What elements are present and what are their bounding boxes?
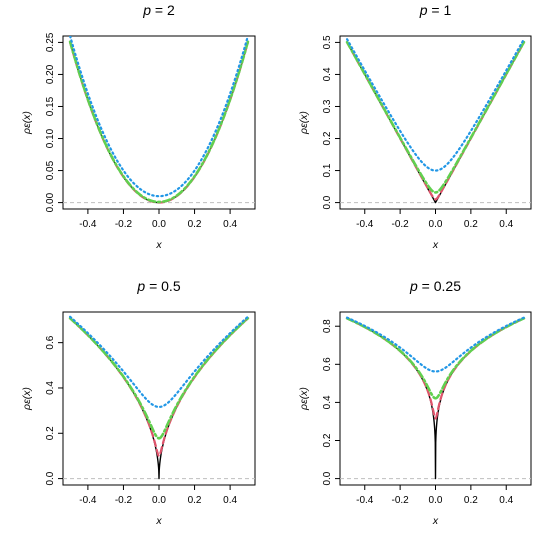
x-tick-label: 0.2 [464, 219, 478, 230]
chart-title-variable: p [136, 278, 145, 294]
y-tick-label: 0.3 [322, 99, 333, 113]
x-tick-label: 0.0 [429, 219, 443, 230]
chart-title-variable: p [409, 278, 418, 294]
x-tick-label: -0.2 [392, 219, 410, 230]
chart-title: p = 0.25 [409, 278, 461, 294]
y-tick-label: 0.00 [45, 192, 56, 212]
y-tick-label: 0.25 [45, 32, 56, 52]
curve-solid-exact [346, 41, 525, 204]
chart-title: p = 2 [142, 2, 175, 18]
chart-title: p = 1 [419, 2, 452, 18]
curve-dashdot-green [68, 40, 250, 204]
chart-panel-1: p = 2 -0.4 -0.2 0.0 0.2 0.4 0.00 0.05 0.10 0.15 0.… [21, 2, 256, 251]
y-tick-label: 0.0 [45, 471, 56, 485]
chart-title-variable: p [419, 2, 428, 18]
curve-dashed-red [69, 317, 249, 458]
y-tick-label: 0.5 [322, 35, 333, 49]
y-tick-label: 0.0 [322, 471, 333, 485]
chart-title-value: = 0.25 [418, 278, 461, 294]
x-tick-label: -0.2 [115, 495, 133, 506]
x-tick-label: 0.4 [223, 219, 237, 230]
x-axis-label: x [432, 239, 439, 251]
chart-panel-4: p = 0.25 -0.4 -0.2 0.0 0.2 0.4 0.0 0.2 0.4 0.6 0.8… [298, 278, 532, 527]
plot-frame [62, 35, 256, 210]
x-tick-label: 0.0 [152, 219, 166, 230]
x-tick-label: -0.2 [115, 219, 133, 230]
y-axis-label: ρε(x) [298, 387, 310, 411]
y-tick-label: 0.6 [322, 357, 333, 371]
y-tick-label: 0.10 [45, 128, 56, 148]
x-tick-label: 0.2 [188, 219, 202, 230]
y-tick-label: 0.15 [45, 96, 56, 116]
chart-title-value: = 2 [151, 2, 175, 18]
curve-dashdot-green [345, 317, 526, 400]
y-tick-label: 0.6 [45, 335, 56, 349]
x-axis-label: x [155, 515, 162, 527]
x-axis-label: x [155, 239, 162, 251]
x-tick-label: 0.0 [152, 495, 166, 506]
chart-title-value: = 0.5 [145, 278, 181, 294]
y-tick-label: 0.2 [322, 433, 333, 447]
x-tick-label: 0.4 [499, 495, 513, 506]
x-tick-label: 0.2 [188, 495, 202, 506]
curve-dashed-red [345, 41, 526, 201]
chart-panel-3: p = 0.5 -0.4 -0.2 0.0 0.2 0.4 0.0 0.2 0.4 0.6 x ρε(… [21, 278, 256, 527]
curve-dashdot-green [345, 40, 526, 194]
y-axis-label: ρε(x) [21, 111, 33, 135]
y-tick-label: 0.0 [322, 195, 333, 209]
chart-panel-2: p = 1 -0.4 -0.2 0.0 0.2 0.4 0.0 0.1 0.2 0.3 0.4 0.5… [298, 2, 532, 251]
y-tick-label: 0.4 [322, 67, 333, 81]
x-tick-label: -0.4 [79, 495, 97, 506]
x-tick-label: -0.2 [392, 495, 410, 506]
curve-dotted-blue [345, 316, 526, 373]
x-tick-label: 0.4 [223, 495, 237, 506]
y-axis-label: ρε(x) [298, 111, 310, 135]
curve-dotted-blue [69, 315, 249, 409]
chart-title: p = 0.5 [136, 278, 180, 294]
y-tick-label: 0.8 [322, 319, 333, 333]
y-tick-label: 0.20 [45, 64, 56, 84]
y-tick-label: 0.2 [322, 131, 333, 145]
y-tick-label: 0.05 [45, 160, 56, 180]
plot-frame [339, 35, 532, 210]
chart-title-value: = 1 [428, 2, 452, 18]
x-tick-label: -0.4 [356, 219, 374, 230]
curve-dotted-blue [345, 38, 526, 172]
y-axis-label: ρε(x) [21, 387, 33, 411]
x-axis-label: x [432, 515, 439, 527]
y-tick-label: 0.4 [322, 395, 333, 409]
chart-title-variable: p [142, 2, 151, 18]
x-tick-label: -0.4 [79, 219, 97, 230]
curve-dashdot-green [68, 316, 250, 440]
y-tick-label: 0.4 [45, 381, 56, 395]
y-tick-label: 0.2 [45, 426, 56, 440]
x-tick-label: -0.4 [356, 495, 374, 506]
y-tick-label: 0.1 [322, 163, 333, 177]
x-tick-label: 0.0 [429, 495, 443, 506]
x-tick-label: 0.2 [464, 495, 478, 506]
curve-dotted-blue [69, 36, 249, 198]
x-tick-label: 0.4 [499, 219, 513, 230]
